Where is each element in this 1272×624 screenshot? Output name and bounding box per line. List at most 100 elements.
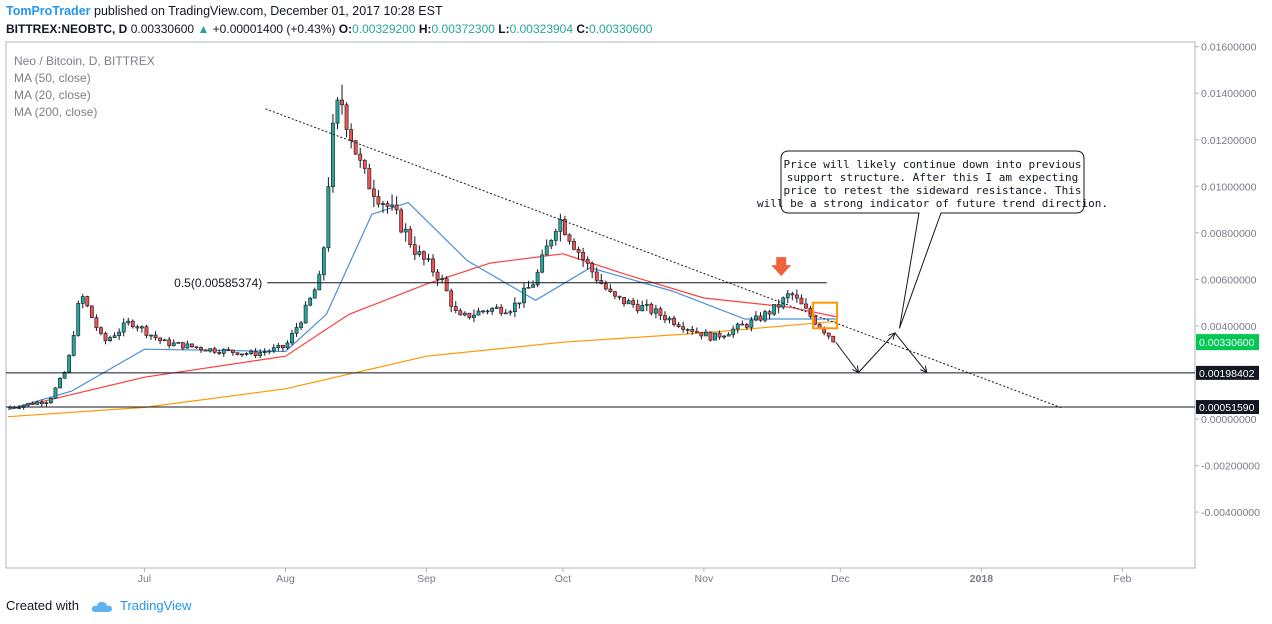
candle-body[interactable] bbox=[694, 331, 699, 333]
candle-body[interactable] bbox=[412, 244, 417, 255]
candle-body[interactable] bbox=[176, 342, 181, 344]
candle-body[interactable] bbox=[362, 159, 367, 169]
candle-body[interactable] bbox=[722, 335, 726, 338]
candle-body[interactable] bbox=[744, 324, 749, 328]
candle-body[interactable] bbox=[449, 290, 454, 307]
candle-body[interactable] bbox=[672, 317, 676, 325]
candle-body[interactable] bbox=[544, 245, 549, 256]
candle-body[interactable] bbox=[144, 326, 149, 336]
candle-body[interactable] bbox=[640, 305, 645, 312]
candle-body[interactable] bbox=[381, 203, 385, 205]
candle-body[interactable] bbox=[663, 315, 667, 321]
candle-body[interactable] bbox=[731, 328, 736, 335]
candle-body[interactable] bbox=[67, 355, 72, 373]
candle-body[interactable] bbox=[831, 335, 836, 343]
candle-body[interactable] bbox=[708, 331, 713, 341]
candle-body[interactable] bbox=[808, 307, 813, 317]
candle-body[interactable] bbox=[781, 297, 786, 308]
candle-body[interactable] bbox=[440, 278, 444, 280]
candle-body[interactable] bbox=[585, 259, 590, 264]
candle-body[interactable] bbox=[617, 295, 622, 298]
candle-body[interactable] bbox=[312, 289, 317, 299]
candle-body[interactable] bbox=[285, 342, 290, 349]
candle-body[interactable] bbox=[385, 203, 390, 207]
candle-body[interactable] bbox=[199, 347, 203, 351]
candle-body[interactable] bbox=[526, 286, 531, 289]
candle-body[interactable] bbox=[26, 402, 31, 406]
candle-body[interactable] bbox=[685, 329, 690, 331]
candle-body[interactable] bbox=[58, 377, 62, 389]
candle-body[interactable] bbox=[103, 333, 108, 342]
candle-body[interactable] bbox=[472, 314, 476, 318]
candle-body[interactable] bbox=[658, 308, 663, 316]
candle-body[interactable] bbox=[676, 324, 681, 327]
plot-area[interactable] bbox=[5, 41, 1196, 569]
candle-body[interactable] bbox=[326, 186, 331, 249]
candle-body[interactable] bbox=[581, 252, 585, 260]
candle-body[interactable] bbox=[799, 297, 804, 305]
candle-body[interactable] bbox=[367, 168, 372, 190]
ma-line-20[interactable] bbox=[7, 201, 836, 411]
candle-body[interactable] bbox=[490, 308, 495, 312]
candle-body[interactable] bbox=[317, 274, 322, 291]
candle-body[interactable] bbox=[190, 343, 194, 348]
candle-body[interactable] bbox=[599, 280, 604, 284]
candle-body[interactable] bbox=[76, 303, 81, 336]
candle-body[interactable] bbox=[230, 349, 235, 353]
candle-body[interactable] bbox=[485, 310, 490, 313]
legend-ma200[interactable]: MA (200, close) bbox=[14, 105, 97, 119]
candle-body[interactable] bbox=[494, 306, 499, 309]
projection-line[interactable] bbox=[894, 332, 928, 373]
candle-body[interactable] bbox=[690, 329, 695, 332]
candle-body[interactable] bbox=[203, 349, 208, 352]
candle-body[interactable] bbox=[558, 219, 563, 232]
candle-body[interactable] bbox=[140, 326, 144, 329]
candle-body[interactable] bbox=[758, 315, 763, 321]
candle-body[interactable] bbox=[431, 258, 435, 273]
candle-body[interactable] bbox=[340, 99, 344, 106]
candle-body[interactable] bbox=[135, 326, 140, 329]
candle-body[interactable] bbox=[112, 335, 117, 338]
candle-body[interactable] bbox=[681, 326, 686, 330]
candle-body[interactable] bbox=[240, 353, 244, 356]
candle-body[interactable] bbox=[399, 209, 404, 233]
candle-body[interactable] bbox=[613, 291, 617, 297]
candle-body[interactable] bbox=[699, 331, 704, 337]
candle-body[interactable] bbox=[704, 331, 708, 337]
candle-body[interactable] bbox=[108, 337, 112, 342]
candle-body[interactable] bbox=[713, 332, 717, 341]
down-arrow-marker-icon[interactable] bbox=[771, 257, 792, 277]
candle-body[interactable] bbox=[804, 303, 808, 309]
candle-body[interactable] bbox=[53, 387, 58, 399]
candle-body[interactable] bbox=[453, 306, 458, 311]
candle-body[interactable] bbox=[776, 304, 781, 308]
candle-body[interactable] bbox=[267, 350, 272, 353]
candle-body[interactable] bbox=[185, 343, 190, 349]
candle-body[interactable] bbox=[754, 315, 758, 321]
projection-line[interactable] bbox=[835, 341, 859, 373]
candle-body[interactable] bbox=[335, 99, 340, 124]
candle-body[interactable] bbox=[371, 188, 376, 197]
candle-body[interactable] bbox=[117, 331, 122, 337]
candle-body[interactable] bbox=[153, 334, 158, 339]
candle-body[interactable] bbox=[522, 287, 526, 304]
candle-body[interactable] bbox=[535, 271, 540, 286]
candle-body[interactable] bbox=[121, 322, 126, 333]
candle-body[interactable] bbox=[226, 349, 231, 351]
candle-body[interactable] bbox=[503, 312, 508, 315]
candle-body[interactable] bbox=[49, 397, 53, 403]
candle-body[interactable] bbox=[130, 320, 135, 328]
candle-body[interactable] bbox=[353, 140, 358, 155]
candle-body[interactable] bbox=[390, 204, 394, 207]
candle-body[interactable] bbox=[622, 297, 626, 305]
candle-body[interactable] bbox=[281, 345, 285, 349]
candle-body[interactable] bbox=[608, 288, 613, 292]
candle-body[interactable] bbox=[294, 327, 299, 334]
candle-body[interactable] bbox=[649, 303, 654, 314]
candle-body[interactable] bbox=[194, 346, 199, 349]
candle-body[interactable] bbox=[376, 196, 381, 205]
candle-body[interactable] bbox=[531, 284, 535, 288]
candle-body[interactable] bbox=[308, 297, 313, 306]
candle-body[interactable] bbox=[408, 228, 413, 245]
